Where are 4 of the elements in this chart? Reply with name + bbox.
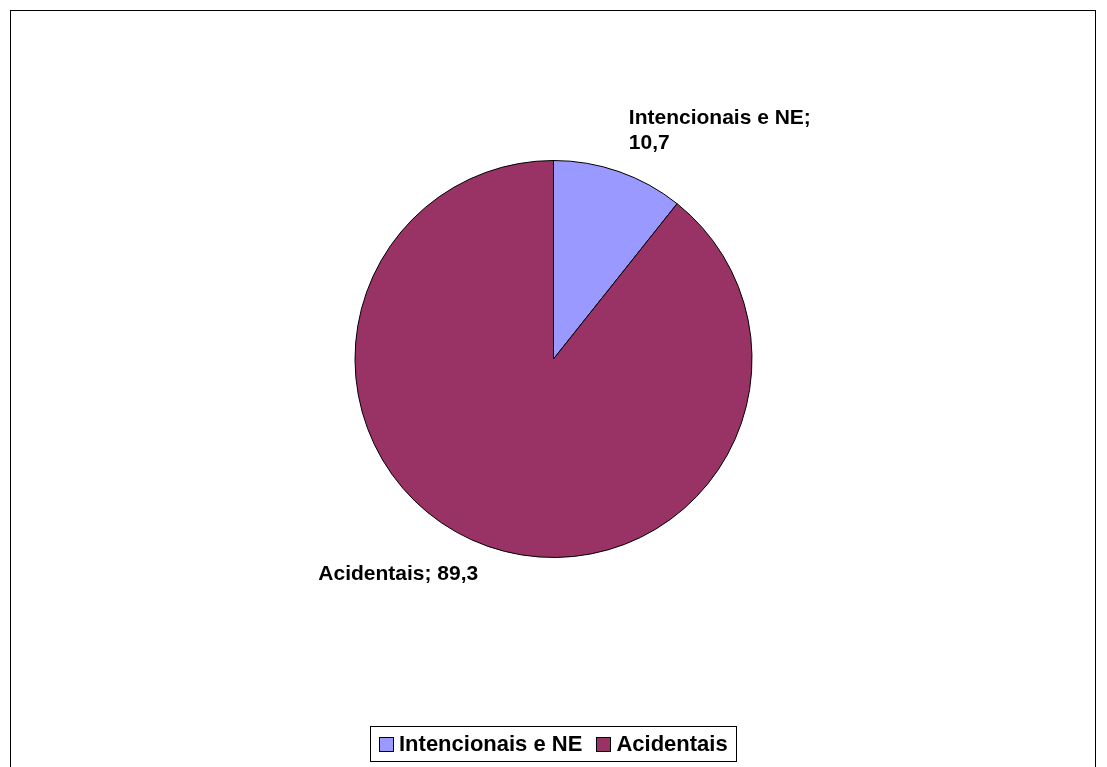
legend-label: Intencionais e NE <box>399 731 583 757</box>
legend-label: Acidentais <box>616 731 728 757</box>
data-label: Acidentais; 89,3 <box>318 561 479 585</box>
data-label: Intencionais e NE; 10,7 <box>628 105 811 154</box>
